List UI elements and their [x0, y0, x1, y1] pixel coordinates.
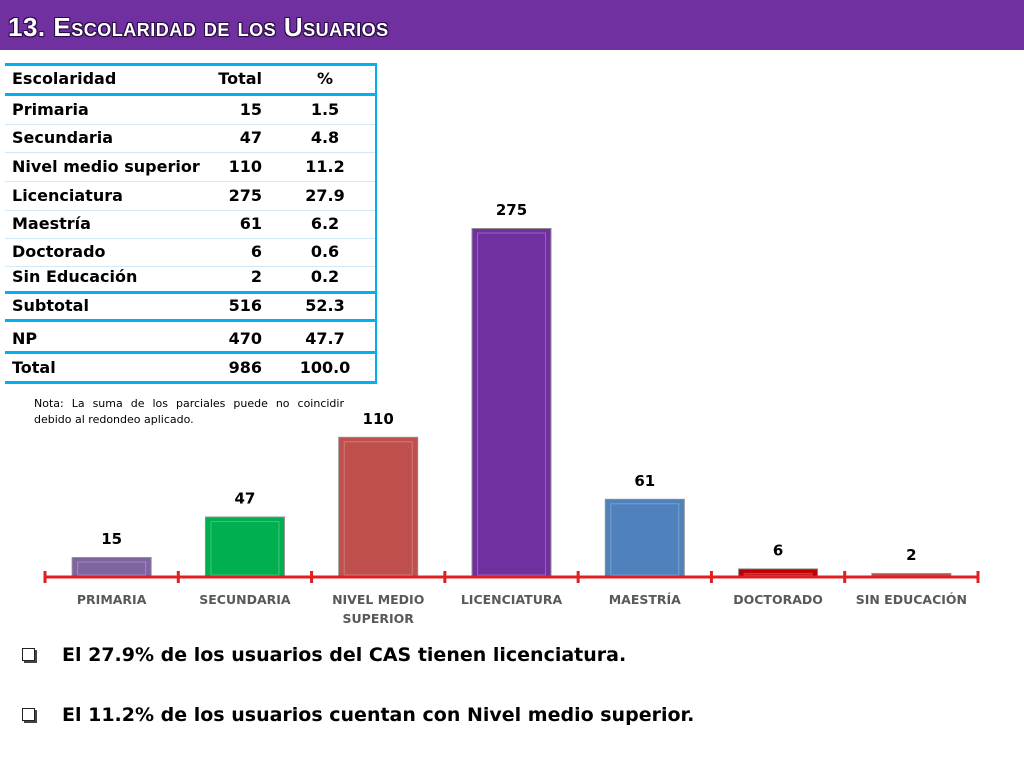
data-label: 2: [906, 546, 916, 564]
bar-bevel: [77, 561, 147, 576]
bar-bevel: [610, 503, 680, 576]
cell-percent: 27.9: [305, 186, 345, 205]
table-row: Subtotal 516 52.3: [5, 292, 377, 320]
cell-total: 110: [228, 157, 262, 176]
data-label: 110: [363, 410, 394, 428]
table-right-border: [375, 63, 377, 383]
table-top-border: [5, 63, 377, 66]
row-divider: [5, 124, 377, 125]
cell-percent: 4.8: [310, 128, 340, 147]
table-row: Secundaria 47 4.8: [5, 124, 377, 152]
row-divider: [5, 181, 377, 182]
category-label: SECUNDARIA: [199, 592, 291, 607]
category-label: SIN EDUCACIÓN: [856, 592, 967, 607]
table-note: Nota: La suma de los parciales puede no …: [34, 397, 344, 426]
cell-name: Doctorado: [12, 242, 106, 261]
cell-name: Maestría: [12, 214, 91, 233]
cell-name: Secundaria: [12, 128, 114, 147]
data-label: 15: [101, 530, 122, 548]
cell-total: 470: [228, 329, 262, 348]
cell-percent: 1.5: [310, 100, 340, 119]
table-row: Primaria 15 1.5: [5, 96, 377, 124]
bar-bevel: [210, 521, 280, 576]
table-row: NP 470 47.7: [5, 325, 377, 353]
cell-percent: 100.0: [299, 358, 351, 377]
cell-name: Subtotal: [12, 296, 89, 315]
header-divider: [5, 93, 377, 96]
bar-shade: [339, 437, 418, 577]
cell-total: 275: [228, 186, 262, 205]
category-label: SUPERIOR: [343, 611, 415, 626]
cell-name: Nivel medio superior: [12, 157, 200, 176]
row-divider: [5, 152, 377, 153]
table-row: Sin Educación 2 0.2: [5, 263, 377, 291]
cell-name: Total: [12, 358, 56, 377]
category-label: LICENCIATURA: [461, 592, 563, 607]
header-escolaridad: Escolaridad: [12, 69, 117, 88]
bar-bevel: [477, 232, 546, 576]
bar-bevel: [343, 441, 413, 576]
cell-total: 986: [228, 358, 262, 377]
cell-name: Sin Educación: [12, 267, 138, 286]
cell-percent: 0.2: [310, 267, 340, 286]
bar-bevel: [743, 572, 813, 576]
cell-name: Primaria: [12, 100, 89, 119]
table-row: Total 986 100.0: [5, 354, 377, 382]
data-label: 275: [496, 201, 527, 219]
title-bar: 13. Escolaridad de los Usuarios: [0, 0, 1024, 50]
cell-percent: 0.6: [310, 242, 340, 261]
checkbox-bullet-icon: [22, 648, 35, 661]
data-label: 6: [773, 541, 783, 559]
bar-shade: [739, 569, 818, 577]
bar-shade: [472, 229, 551, 577]
cell-total: 15: [239, 100, 262, 119]
bar-shade: [72, 558, 151, 577]
table-header-row: Escolaridad Total%: [5, 65, 377, 93]
row-divider: [5, 238, 377, 239]
header-total: Total: [218, 69, 262, 88]
bullet-text: El 27.9% de los usuarios del CAS tienen …: [62, 644, 627, 666]
cell-name: Licenciatura: [12, 186, 123, 205]
bar-shade: [205, 517, 284, 577]
subtotal-divider: [5, 291, 377, 294]
cell-percent: 11.2: [305, 157, 345, 176]
cell-name: NP: [12, 329, 38, 348]
total-divider: [5, 351, 377, 354]
bar-shade: [605, 499, 684, 577]
data-label: 47: [234, 490, 255, 508]
cell-total: 47: [239, 128, 262, 147]
category-label: NIVEL MEDIO: [332, 592, 424, 607]
cell-total: 61: [239, 214, 262, 233]
bullet-text: El 11.2% de los usuarios cuentan con Niv…: [62, 704, 695, 726]
table-row: Nivel medio superior 110 11.2: [5, 153, 377, 181]
checkbox-bullet-icon: [22, 708, 35, 721]
row-divider: [5, 266, 377, 267]
header-percent: %: [316, 69, 334, 88]
bar-chart: 15 PRIMARIA 47 SECUNDARIA 110 NIVEL MEDIO SUPE…: [43, 201, 980, 626]
page-title: 13. Escolaridad de los Usuarios: [8, 12, 389, 42]
np-divider: [5, 319, 377, 322]
table-row: Licenciatura 275 27.9: [5, 182, 377, 210]
cell-total: 516: [228, 296, 262, 315]
table-row: Doctorado 6 0.6: [5, 238, 377, 266]
category-label: PRIMARIA: [77, 592, 147, 607]
table-row: Maestría 61 6.2: [5, 210, 377, 238]
row-divider: [5, 210, 377, 211]
category-label: MAESTRÍA: [609, 592, 681, 607]
data-label: 61: [634, 472, 655, 490]
cell-total: 6: [250, 242, 262, 261]
category-label: DOCTORADO: [733, 592, 823, 607]
table-bottom-border: [5, 381, 377, 384]
cell-percent: 6.2: [310, 214, 340, 233]
cell-total: 2: [250, 267, 262, 286]
cell-percent: 52.3: [305, 296, 345, 315]
cell-percent: 47.7: [305, 329, 345, 348]
